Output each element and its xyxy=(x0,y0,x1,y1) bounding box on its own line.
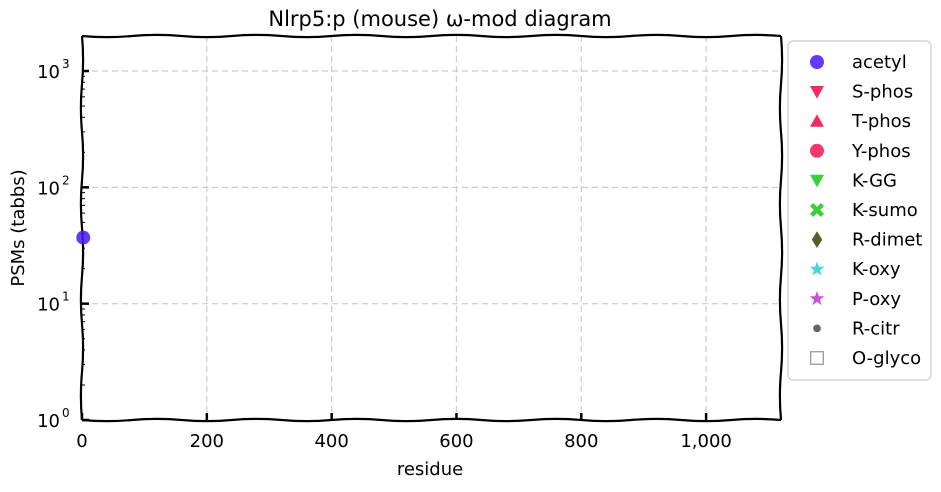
grid xyxy=(82,36,781,420)
y-tick-label: 10 xyxy=(37,62,60,83)
data-point-acetyl xyxy=(76,230,91,245)
x-axis: 0 200 400 600 800 1,000 xyxy=(76,413,732,452)
legend-marker-k-oxy xyxy=(809,261,825,276)
legend-label: P-oxy xyxy=(852,289,901,310)
legend-marker-p-oxy xyxy=(809,291,825,305)
x-tick-label: 400 xyxy=(314,431,348,452)
legend-marker-s-phos xyxy=(810,86,824,99)
legend-marker-t-phos xyxy=(810,114,824,127)
data-points xyxy=(76,230,91,245)
legend-label: acetyl xyxy=(852,52,907,73)
y-tick-label: 10 xyxy=(37,411,60,432)
legend-marker-y-phos xyxy=(810,143,824,158)
legend-label: T-phos xyxy=(851,111,911,132)
legend-label: Y-phos xyxy=(851,141,911,162)
plot-border-top xyxy=(81,33,782,39)
legend-frame xyxy=(787,40,932,381)
legend-marker-r-citr xyxy=(813,324,821,333)
legend: acetyl S-phos T-phos Y-phos K-GG K-sumo R-dime… xyxy=(787,40,932,381)
plot-border-right xyxy=(778,35,784,421)
y-tick-label: 10 xyxy=(37,178,60,199)
legend-marker-acetyl xyxy=(810,55,824,69)
legend-marker-k-sumo xyxy=(810,203,824,217)
legend-label: K-sumo xyxy=(852,200,918,221)
legend-label: R-dimet xyxy=(852,230,922,251)
x-tick-label: 600 xyxy=(439,431,473,452)
x-tick-label: 1,000 xyxy=(680,431,732,452)
y-tick-label: 10 xyxy=(37,295,60,316)
y-axis-label: PSMs (tabbs) xyxy=(8,169,29,286)
x-tick-label: 200 xyxy=(190,431,224,452)
legend-label: O-glyco xyxy=(852,348,921,369)
x-axis-label: residue xyxy=(397,459,463,480)
x-tick-label: 800 xyxy=(564,431,598,452)
legend-label: K-oxy xyxy=(852,259,901,280)
legend-label: S-phos xyxy=(852,82,913,103)
plot-area xyxy=(79,33,784,423)
x-tick-label: 0 xyxy=(76,431,87,452)
plot-border-left xyxy=(79,35,85,421)
y-tick-exponent: 3 xyxy=(62,57,70,71)
legend-marker-o-glyco xyxy=(810,351,824,365)
legend-marker-k-gg xyxy=(810,174,824,188)
plot-border-bottom xyxy=(81,417,782,423)
chart-title: Nlrp5:p (mouse) ω-mod diagram xyxy=(268,7,611,31)
legend-marker-r-dimet xyxy=(811,231,823,248)
y-tick-exponent: 2 xyxy=(62,173,70,187)
y-tick-exponent: 0 xyxy=(62,406,70,420)
y-tick-exponent: 1 xyxy=(62,290,70,304)
legend-label: K-GG xyxy=(852,170,897,191)
legend-label: R-citr xyxy=(852,318,900,339)
